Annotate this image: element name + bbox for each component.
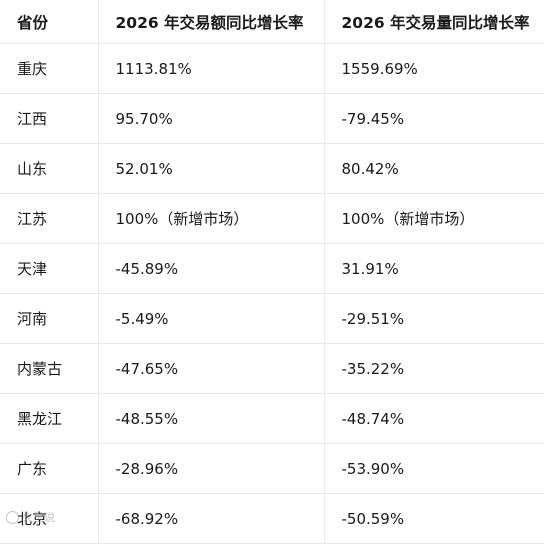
cell-trade-volume-growth: 80.42% [323,143,544,194]
cell-province: 江西 [0,93,98,144]
header-province: 省份 [0,0,98,44]
table-row: 内蒙古 -47.65% -35.22% [0,343,544,394]
table-header-row: 省份 2026 年交易额同比增长率 2026 年交易量同比增长率 [0,0,544,44]
cell-province: 黑龙江 [0,393,98,444]
cell-trade-value-growth: 1113.81% [97,43,324,94]
cell-trade-volume-growth: -29.51% [323,293,544,344]
cell-trade-value-growth: -68.92% [97,493,324,544]
table-row: 北京 -68.92% -50.59% [0,493,544,544]
header-trade-value-growth: 2026 年交易额同比增长率 [97,0,324,44]
cell-trade-volume-growth: 1559.69% [323,43,544,94]
table-row: 黑龙江 -48.55% -48.74% [0,393,544,444]
cell-trade-volume-growth: 100%（新增市场） [323,193,544,244]
cell-province: 河南 [0,293,98,344]
cell-province: 山东 [0,143,98,194]
table-row: 重庆 1113.81% 1559.69% [0,43,544,94]
cell-trade-volume-growth: -53.90% [323,443,544,494]
table-row: 江苏 100%（新增市场） 100%（新增市场） [0,193,544,244]
header-trade-volume-growth: 2026 年交易量同比增长率 [323,0,544,44]
cell-trade-volume-growth: -50.59% [323,493,544,544]
table-row: 天津 -45.89% 31.91% [0,243,544,294]
cell-province: 江苏 [0,193,98,244]
table-row: 山东 52.01% 80.42% [0,143,544,194]
cell-trade-volume-growth: -35.22% [323,343,544,394]
cell-province: 天津 [0,243,98,294]
cell-trade-volume-growth: -48.74% [323,393,544,444]
table-row: 广东 -28.96% -53.90% [0,443,544,494]
cell-trade-value-growth: 52.01% [97,143,324,194]
cell-province: 重庆 [0,43,98,94]
cell-province: 广东 [0,443,98,494]
cell-trade-value-growth: 95.70% [97,93,324,144]
cell-trade-value-growth: -47.65% [97,343,324,394]
cell-province: 内蒙古 [0,343,98,394]
table-row: 河南 -5.49% -29.51% [0,293,544,344]
cell-trade-volume-growth: 31.91% [323,243,544,294]
cell-trade-value-growth: -28.96% [97,443,324,494]
cell-trade-value-growth: -45.89% [97,243,324,294]
cell-trade-value-growth: 100%（新增市场） [97,193,324,244]
cell-trade-value-growth: -48.55% [97,393,324,444]
cell-trade-volume-growth: -79.45% [323,93,544,144]
cell-province: 北京 [0,493,98,544]
table-row: 江西 95.70% -79.45% [0,93,544,144]
cell-trade-value-growth: -5.49% [97,293,324,344]
